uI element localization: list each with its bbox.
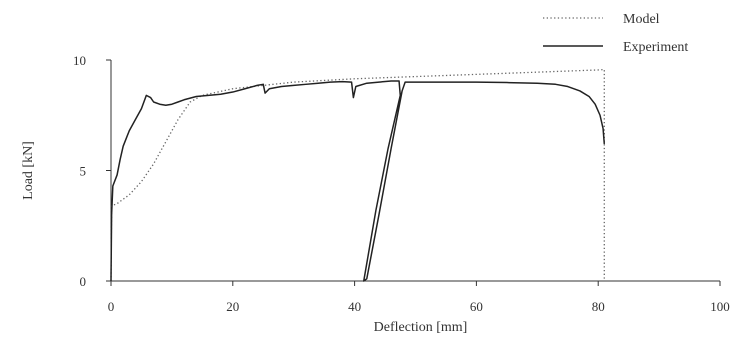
x-axis-title: Deflection [mm] [374, 320, 468, 335]
axes [110, 60, 720, 282]
y-tick-label: 0 [80, 274, 87, 289]
x-tick-label: 80 [592, 299, 605, 314]
x-tick-label: 100 [710, 299, 730, 314]
legend-label-experiment: Experiment [623, 40, 688, 55]
x-tick-label: 0 [108, 299, 115, 314]
legend: Model Experiment [543, 12, 688, 55]
legend-label-model: Model [623, 12, 660, 27]
series-line-experiment [110, 80, 606, 282]
x-tick-label: 20 [226, 299, 239, 314]
x-tick-label: 60 [470, 299, 483, 314]
series-line-model [110, 68, 605, 282]
y-axis-title: Load [kN] [21, 141, 36, 200]
x-tick-label: 40 [348, 299, 361, 314]
y-ticks: 0 5 10 [73, 53, 111, 289]
y-tick-label: 10 [73, 53, 86, 68]
x-ticks: 0 20 40 60 80 100 [108, 281, 730, 314]
series-layer [110, 68, 606, 282]
y-tick-label: 5 [80, 164, 87, 179]
